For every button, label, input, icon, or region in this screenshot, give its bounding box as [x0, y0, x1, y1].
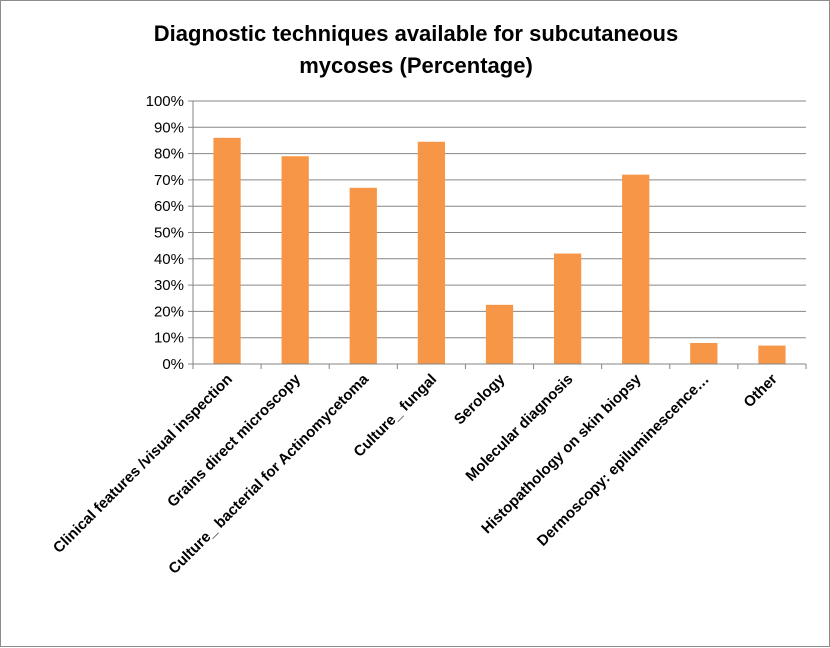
y-tick-label: 60% [154, 198, 184, 215]
bar [690, 342, 718, 364]
bars [213, 137, 786, 364]
chart-title-line: Diagnostic techniques available for subc… [154, 21, 678, 46]
bar [485, 304, 514, 364]
y-tick-label: 10% [154, 330, 184, 347]
bar [349, 187, 377, 364]
bar [281, 156, 309, 364]
y-tick-label: 40% [154, 251, 184, 268]
bar [758, 345, 786, 364]
y-tick-label: 80% [154, 146, 184, 163]
x-axis-category-labels: Clinical features /visual inspectionGrai… [50, 370, 781, 577]
y-tick-label: 90% [154, 119, 184, 136]
x-category-label: Grains direct microscopy [164, 370, 304, 510]
y-tick-label: 100% [146, 93, 184, 110]
axes [192, 101, 807, 369]
y-tick-label: 0% [162, 356, 184, 373]
bar [622, 174, 650, 364]
bar [213, 137, 241, 364]
chart-title: Diagnostic techniques available for subc… [154, 21, 678, 78]
chart-title-line: mycoses (Percentage) [299, 53, 533, 78]
bar [553, 253, 582, 364]
y-tick-label: 20% [154, 303, 184, 320]
x-category-label: Serology [451, 370, 509, 428]
y-tick-label: 70% [154, 172, 184, 189]
y-tick-label: 50% [154, 225, 184, 242]
y-tick-label: 30% [154, 277, 184, 294]
y-axis-tick-labels: 0% 10% 20% 30% 40% 50% 60% 70% 80% 90% 100% [146, 93, 184, 373]
bar [417, 141, 446, 364]
x-category-label: Other [740, 371, 780, 411]
